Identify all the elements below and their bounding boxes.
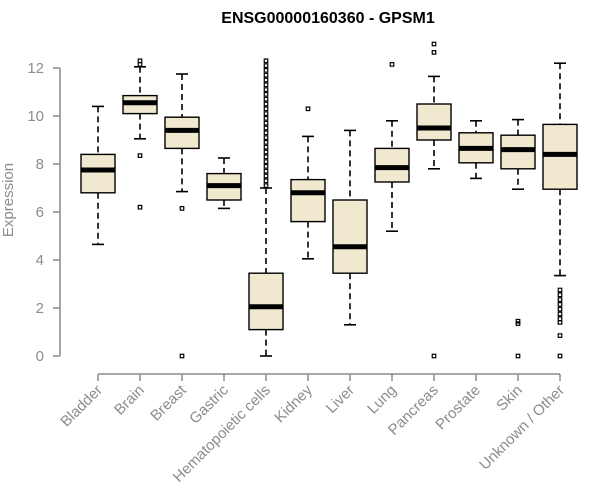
outlier-point	[515, 321, 521, 326]
outlier-point	[263, 159, 269, 164]
iqr-box	[332, 199, 368, 274]
box-group	[332, 129, 368, 326]
outlier-point	[557, 297, 563, 302]
outlier-point	[557, 287, 563, 293]
box-group	[248, 58, 284, 357]
category-label: Bladder	[57, 382, 106, 431]
box-group	[458, 120, 494, 180]
iqr-box	[290, 178, 326, 223]
y-tick-label: 6	[36, 204, 44, 221]
outlier-point	[263, 183, 269, 188]
outlier-point	[263, 111, 269, 116]
outlier-point	[515, 353, 521, 359]
category-label: Brain	[111, 382, 148, 419]
outlier-point	[263, 116, 269, 121]
outlier-point	[557, 320, 563, 325]
iqr-box	[80, 153, 116, 194]
outlier-point	[263, 164, 269, 169]
box-group	[416, 41, 452, 359]
outlier-point	[557, 306, 563, 312]
outlier-point	[179, 353, 185, 359]
outlier-point	[263, 149, 269, 155]
outlier-point	[263, 58, 269, 64]
outlier-point	[263, 144, 269, 150]
outlier-point	[431, 353, 437, 359]
outlier-point	[263, 72, 269, 78]
outlier-point	[263, 63, 269, 68]
box-group	[206, 157, 242, 210]
y-tick-label: 12	[27, 60, 44, 77]
outlier-point	[263, 154, 269, 160]
outlier-point	[557, 353, 563, 359]
outlier-point	[263, 77, 269, 83]
outlier-point	[137, 153, 143, 158]
category-label: Kidney	[271, 381, 316, 426]
category-label: Liver	[323, 382, 358, 417]
outlier-point	[389, 62, 395, 67]
outlier-point	[263, 68, 269, 73]
outlier-point	[557, 316, 563, 322]
outlier-point	[263, 125, 269, 131]
plot-area	[80, 41, 578, 359]
box-group	[374, 62, 410, 232]
outlier-point	[263, 106, 269, 112]
y-tick-label: 2	[36, 300, 44, 317]
outlier-point	[431, 50, 437, 55]
outlier-point	[557, 311, 563, 317]
outlier-point	[263, 87, 269, 92]
category-label: Skin	[493, 382, 526, 415]
outlier-point	[557, 333, 563, 338]
outlier-point	[263, 178, 269, 184]
box-group	[500, 118, 536, 359]
outlier-point	[263, 140, 269, 145]
y-axis-title: Expression	[0, 163, 17, 237]
box-group	[290, 106, 326, 260]
outlier-point	[263, 82, 269, 88]
outlier-point	[557, 302, 563, 307]
box-group	[164, 73, 200, 359]
outlier-point	[431, 41, 437, 47]
outlier-point	[263, 120, 269, 126]
category-label: Lung	[364, 382, 400, 418]
outlier-point	[137, 58, 143, 64]
outlier-point	[305, 106, 311, 112]
category-label: Prostate	[432, 382, 484, 434]
box-group	[80, 105, 116, 246]
category-label: Breast	[147, 381, 190, 424]
y-tick-label: 10	[27, 108, 44, 125]
y-tick-label: 4	[36, 252, 44, 269]
chart-title: ENSG00000160360 - GPSM1	[221, 10, 435, 27]
outlier-point	[179, 206, 185, 211]
outlier-point	[137, 62, 143, 67]
outlier-point	[263, 135, 269, 140]
outlier-point	[515, 318, 521, 324]
outlier-point	[263, 92, 269, 97]
iqr-box	[416, 103, 452, 141]
y-tick-label: 8	[36, 156, 44, 173]
y-tick-label: 0	[36, 348, 44, 365]
outlier-point	[263, 101, 269, 107]
outlier-point	[263, 173, 269, 179]
outlier-point	[263, 130, 269, 136]
outlier-point	[137, 204, 143, 210]
outlier-point	[557, 292, 563, 298]
outlier-point	[263, 96, 269, 102]
iqr-box	[248, 272, 284, 331]
box-group	[542, 62, 578, 359]
outlier-point	[263, 168, 269, 174]
box-group	[122, 58, 158, 210]
